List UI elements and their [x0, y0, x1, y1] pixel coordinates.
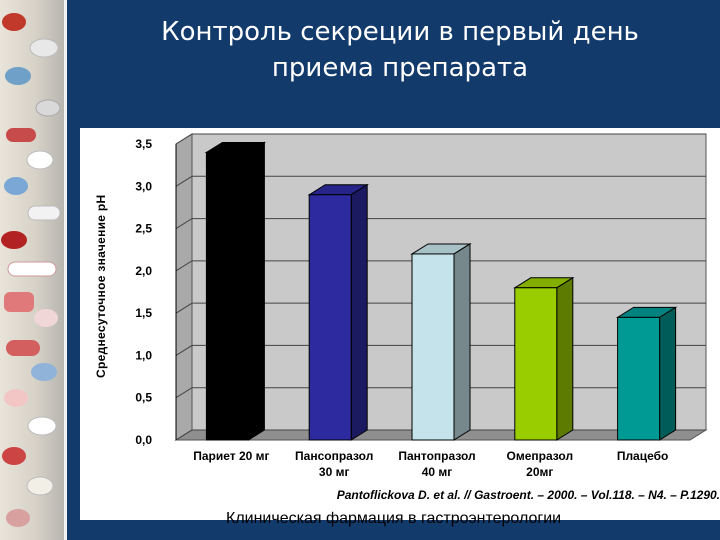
- bar: [308, 194, 352, 441]
- y-tick-label: 3,5: [135, 137, 152, 151]
- gridline: [175, 175, 706, 187]
- y-tick-label: 2,5: [135, 222, 152, 236]
- gridline: [175, 218, 706, 229]
- x-tick-label: Пансопразол: [295, 449, 373, 463]
- pills-image: [1, 13, 61, 527]
- bar: [617, 316, 661, 441]
- y-tick-label: 0,5: [135, 391, 152, 405]
- slide-title-line2: приема препарата: [271, 53, 529, 83]
- gridline: [175, 133, 706, 145]
- chart-panel: Среднесуточное значение pH 0,0 0,5 1,0 1,5 2…: [80, 128, 720, 527]
- x-tick-label: 40 мг: [422, 465, 453, 479]
- bar-side: [350, 183, 368, 441]
- plot-side-wall: [175, 133, 193, 441]
- bar-side: [659, 306, 677, 441]
- x-tick-label: Омепразол: [506, 449, 573, 463]
- footer-text: Клиническая фармация в гастроэнтерологии: [226, 510, 562, 527]
- slide-title: Контроль секреции в первый день приема п…: [80, 14, 720, 86]
- citation: Pantoflickova D. et al. // Gastroent. – …: [336, 488, 720, 502]
- decorative-pills-strip: [0, 0, 64, 540]
- bar: [411, 253, 455, 441]
- y-tick-label: 3,0: [135, 179, 152, 193]
- x-tick-label: Плацебо: [617, 449, 669, 463]
- y-tick-label: 1,0: [135, 348, 152, 362]
- bar-chart: 0,0 0,5 1,0 1,5 2,0 2,5 3,0 3,5 Париет 20 мг Панс…: [135, 133, 708, 479]
- slide-title-line1: Контроль секреции в первый день: [161, 17, 639, 47]
- x-tick-label: 20мг: [526, 465, 553, 479]
- x-tick-label: Пантопразол: [398, 449, 475, 463]
- y-tick-label: 2,0: [135, 264, 152, 278]
- side-divider: [64, 0, 67, 540]
- x-tick-label: 30 мг: [319, 465, 350, 479]
- bar-side: [247, 141, 265, 441]
- gridline: [175, 260, 706, 272]
- bar: [205, 151, 249, 441]
- x-tick-label: Париет 20 мг: [193, 449, 269, 463]
- y-tick-label: 0,0: [135, 433, 152, 447]
- bar-side: [556, 276, 574, 441]
- bar-side: [453, 243, 471, 441]
- y-tick-label: 1,5: [135, 306, 152, 320]
- bar: [514, 287, 558, 441]
